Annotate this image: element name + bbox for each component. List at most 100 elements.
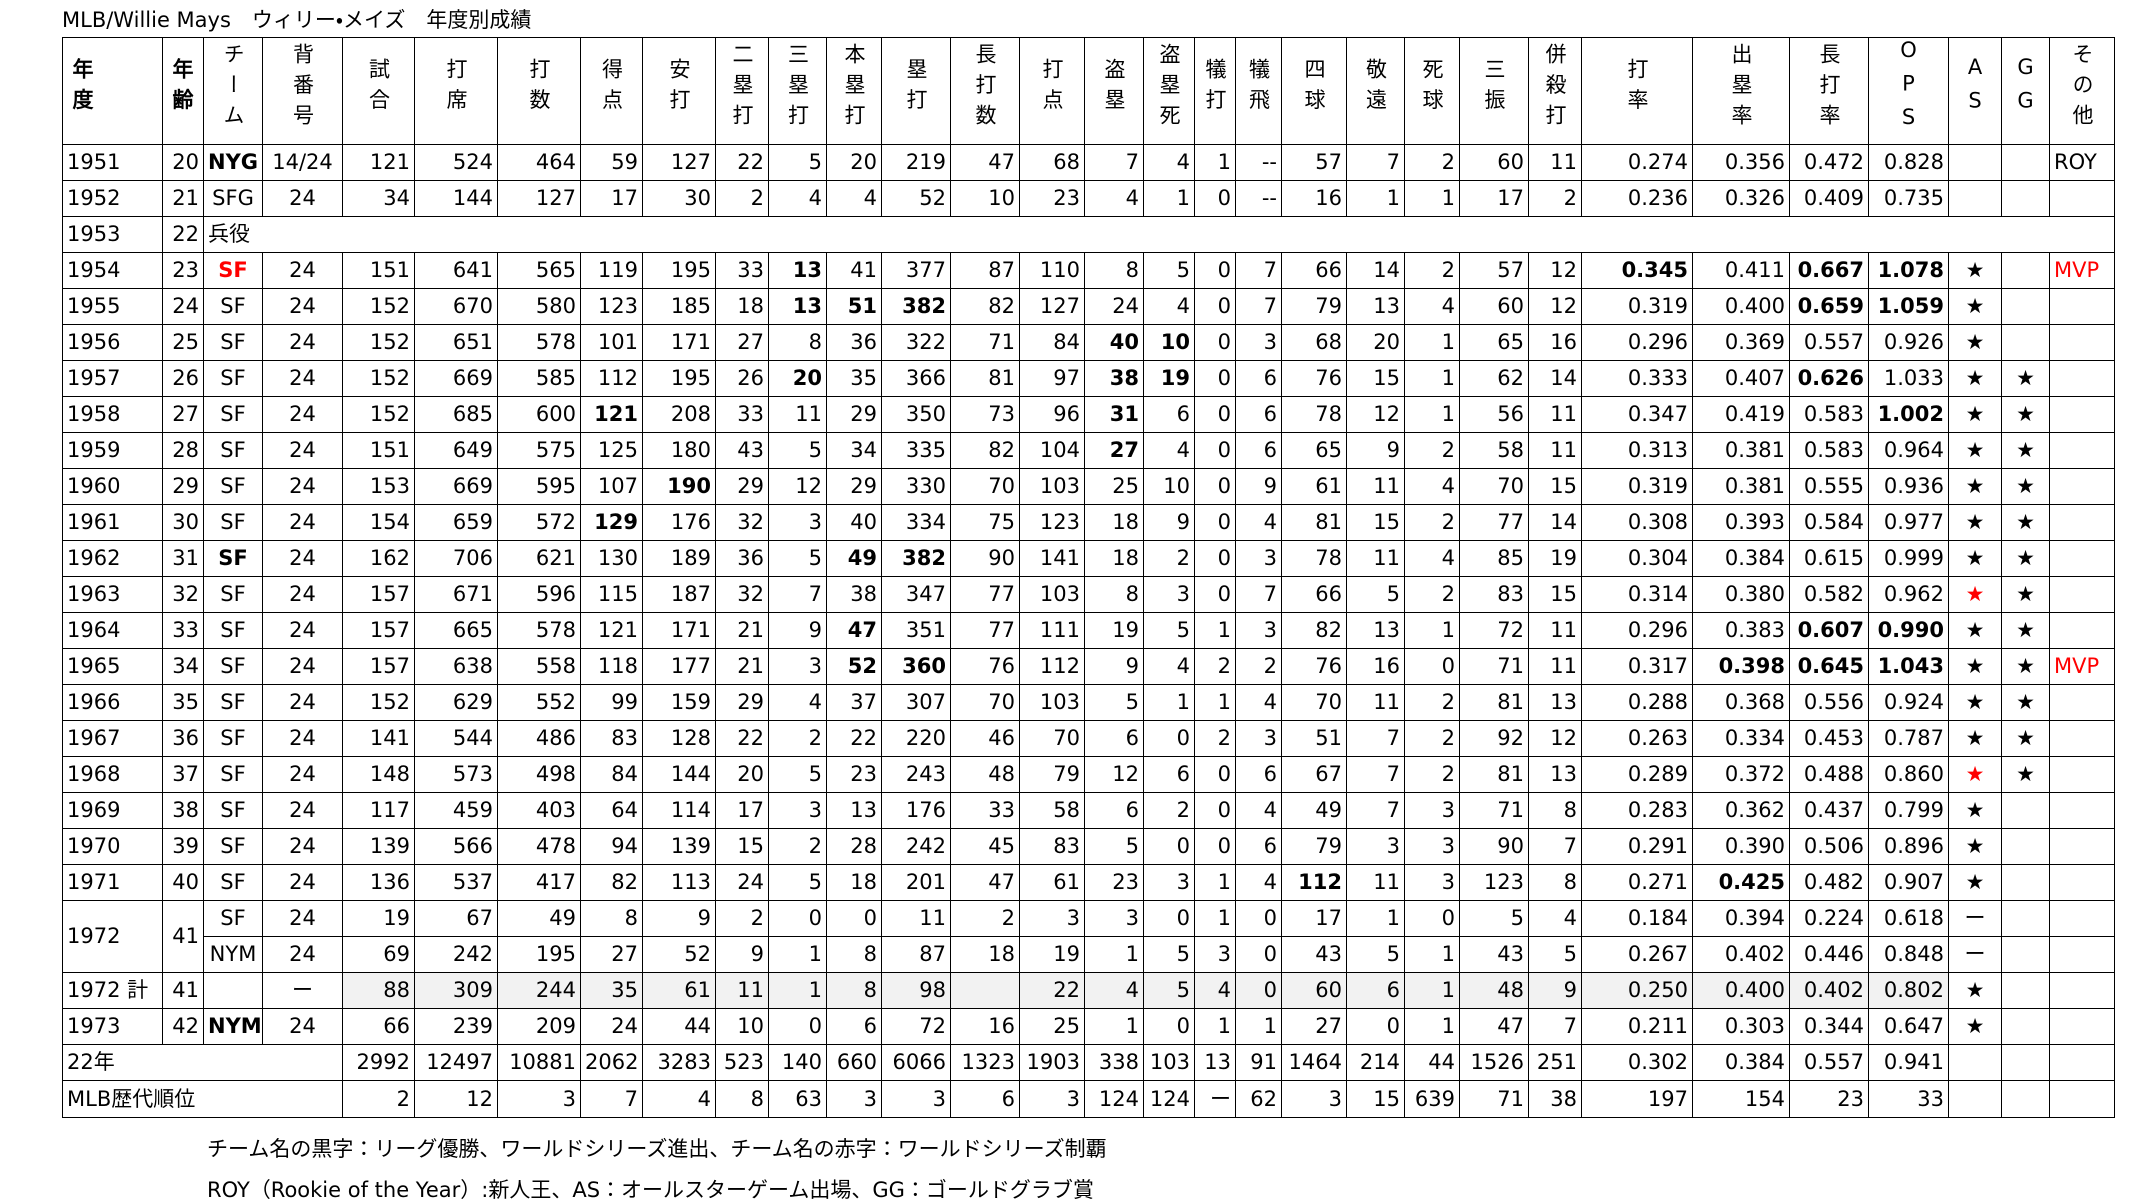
cell: 33 (950, 792, 1020, 829)
cell: SF (203, 468, 263, 505)
cell: 3 (1235, 540, 1282, 577)
cell: 19 (1143, 360, 1195, 397)
cell: ★ (1948, 288, 2002, 325)
column-header-text: チーム (221, 42, 245, 135)
cell: 1903 (1019, 1044, 1085, 1081)
empty-cell (2001, 972, 2050, 1009)
cell: 49 (826, 540, 882, 577)
cell: 28 (826, 828, 882, 865)
cell: 9 (715, 936, 769, 973)
column-header: 盗塁 (1084, 37, 1144, 145)
cell: 0.799 (1868, 792, 1949, 829)
cell: 11 (1346, 540, 1405, 577)
cell: 0.372 (1692, 756, 1790, 793)
cell: 36 (162, 720, 204, 757)
cell: 1958 (62, 396, 163, 433)
cell: 29 (826, 396, 882, 433)
cell: 12 (1346, 396, 1405, 433)
cell: 638 (414, 648, 498, 685)
cell: 38 (162, 792, 204, 829)
cell: 103 (1019, 576, 1085, 613)
cell: 58 (1019, 792, 1085, 829)
column-header: 年齢 (162, 37, 204, 145)
cell: 0.383 (1692, 612, 1790, 649)
cell: 0.488 (1789, 756, 1869, 793)
column-header: 三振 (1459, 37, 1529, 145)
cell: 486 (497, 720, 581, 757)
cell: 79 (1281, 828, 1347, 865)
cell: 157 (342, 648, 415, 685)
cell: SFG (203, 180, 263, 217)
column-header: OPS (1868, 37, 1949, 145)
cell: ★ (1948, 972, 2002, 1009)
cell: 0.645 (1789, 648, 1869, 685)
cell: 17 (580, 180, 643, 217)
cell: 3 (1235, 720, 1282, 757)
cell: ー (1948, 900, 2002, 937)
cell: ★ (2001, 576, 2050, 613)
cell: 8 (826, 972, 882, 1009)
cell: 2 (1404, 144, 1460, 181)
cell: 10 (715, 1008, 769, 1045)
cell: 171 (642, 612, 716, 649)
cell: 70 (950, 684, 1020, 721)
column-header: 三塁打 (768, 37, 827, 145)
cell: 159 (642, 684, 716, 721)
cell: 22 (1019, 972, 1085, 1009)
cell: 1 (768, 972, 827, 1009)
empty-cell (2001, 792, 2050, 829)
cell: 22 (826, 720, 882, 757)
cell: 3 (1281, 1080, 1347, 1118)
cell: 87 (950, 252, 1020, 289)
cell: ★ (1948, 612, 2002, 649)
empty-cell (2001, 1008, 2050, 1045)
cell: 148 (342, 756, 415, 793)
cell: 176 (642, 504, 716, 541)
table-row: 1953 22 兵役 (62, 216, 2115, 253)
table-row: 1965 34 SF 24 157 638 558 118 177 21 3 52 360 76 112 9 4… (62, 648, 2115, 685)
cell: 24 (262, 288, 343, 325)
cell: 1952 (62, 180, 163, 217)
cell: 121 (580, 612, 643, 649)
cell: 24 (262, 792, 343, 829)
cell: 63 (768, 1080, 827, 1118)
cell: 52 (826, 648, 882, 685)
cell: 4 (826, 180, 882, 217)
cell: 12 (1528, 252, 1582, 289)
cell: 66 (342, 1008, 415, 1045)
cell: 127 (642, 144, 716, 181)
cell: 0 (1194, 324, 1236, 361)
cell: 1955 (62, 288, 163, 325)
cell: 82 (950, 432, 1020, 469)
cell: MVP (2049, 252, 2115, 289)
cell: 0.356 (1692, 144, 1790, 181)
cell: 91 (1235, 1044, 1282, 1081)
cell: 151 (342, 252, 415, 289)
cell: 67 (1281, 756, 1347, 793)
cell: SF (203, 576, 263, 613)
cell: 0 (1346, 1008, 1405, 1045)
cell: 144 (642, 756, 716, 793)
cell: 9 (1235, 468, 1282, 505)
table-row: 1959 28 SF 24 151 649 575 125 180 43 5 34 335 82 104 27… (62, 432, 2115, 469)
cell: 22 (162, 216, 204, 253)
cell: 26 (162, 360, 204, 397)
cell: 59 (580, 144, 643, 181)
cell: 685 (414, 396, 498, 433)
empty-cell (950, 972, 1020, 1009)
cell: 24 (580, 1008, 643, 1045)
cell: 44 (642, 1008, 716, 1045)
column-header: 背番号 (262, 37, 343, 145)
cell: 5 (1143, 972, 1195, 1009)
cell: SF (203, 432, 263, 469)
cell: 75 (950, 504, 1020, 541)
cell: 153 (342, 468, 415, 505)
cell: SF (203, 792, 263, 829)
table-row: 1967 36 SF 24 141 544 486 83 128 22 2 22 220 46 70 6 0 2 3… (62, 720, 2115, 757)
cell: 1972 計 (62, 972, 163, 1009)
cell: 25 (1019, 1008, 1085, 1045)
cell: 24 (262, 684, 343, 721)
cell: 129 (580, 504, 643, 541)
cell: 307 (881, 684, 951, 721)
